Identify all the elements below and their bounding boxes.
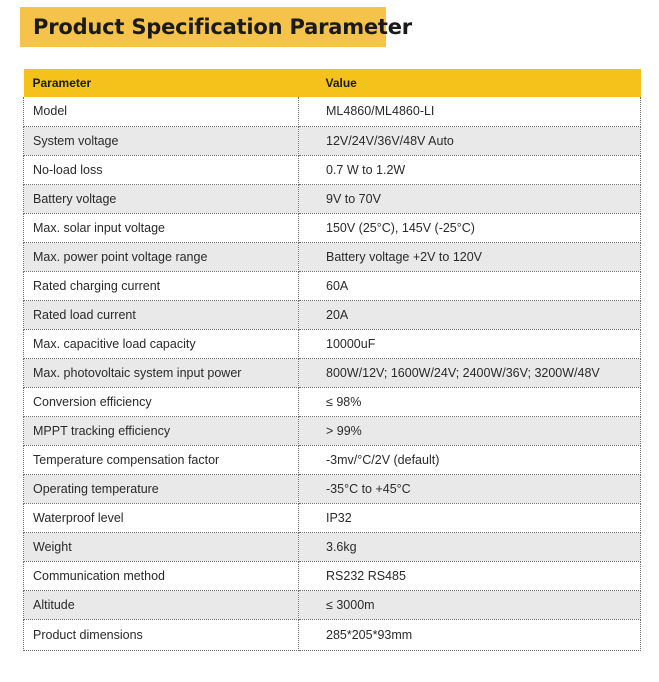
value-cell: > 99% — [298, 416, 641, 446]
parameter-cell: Product dimensions — [23, 619, 299, 651]
table-row: Battery voltage 9V to 70V — [23, 184, 641, 214]
table-row: Model ML4860/ML4860-LI — [23, 97, 641, 127]
value-cell: -35°C to +45°C — [298, 474, 641, 504]
parameter-cell: Operating temperature — [23, 474, 299, 504]
page-title: Product Specification Parameter — [33, 15, 412, 39]
table-row: Altitude ≤ 3000m — [23, 590, 641, 620]
table-row: Max. solar input voltage 150V (25°C), 145… — [23, 213, 641, 243]
table-row: Max. photovoltaic system input power 800W… — [23, 358, 641, 388]
parameter-cell: Battery voltage — [23, 184, 299, 214]
parameter-cell: Altitude — [23, 590, 299, 620]
parameter-cell: Temperature compensation factor — [23, 445, 299, 475]
value-cell: 3.6kg — [298, 532, 641, 562]
table-row: Weight 3.6kg — [23, 532, 641, 562]
table-row: Temperature compensation factor -3mv/°C/2… — [23, 445, 641, 475]
value-cell: 20A — [298, 300, 641, 330]
table-row: MPPT tracking efficiency > 99% — [23, 416, 641, 446]
value-cell: 10000uF — [298, 329, 641, 359]
parameter-cell: Max. photovoltaic system input power — [23, 358, 299, 388]
value-cell: 285*205*93mm — [298, 619, 641, 651]
table-row: System voltage 12V/24V/36V/48V Auto — [23, 126, 641, 156]
parameter-cell: Rated charging current — [23, 271, 299, 301]
value-cell: 60A — [298, 271, 641, 301]
value-cell: RS232 RS485 — [298, 561, 641, 591]
value-cell: 0.7 W to 1.2W — [298, 155, 641, 185]
value-cell: IP32 — [298, 503, 641, 533]
value-cell: 9V to 70V — [298, 184, 641, 214]
table-row: Rated charging current 60A — [23, 271, 641, 301]
header-value: Value — [298, 69, 641, 97]
title-banner: Product Specification Parameter — [20, 7, 412, 47]
parameter-cell: Max. capacitive load capacity — [23, 329, 299, 359]
spec-table: Parameter Value Model ML4860/ML4860-LI Sys… — [23, 69, 641, 651]
table-row: Max. power point voltage range Battery vo… — [23, 242, 641, 272]
parameter-cell: Conversion efficiency — [23, 387, 299, 417]
header-parameter: Parameter — [23, 69, 299, 97]
parameter-cell: System voltage — [23, 126, 299, 156]
spec-table-body: Model ML4860/ML4860-LI System voltage 12V/2… — [23, 97, 641, 651]
table-row: No-load loss 0.7 W to 1.2W — [23, 155, 641, 185]
value-cell: 12V/24V/36V/48V Auto — [298, 126, 641, 156]
parameter-cell: Waterproof level — [23, 503, 299, 533]
parameter-cell: Max. power point voltage range — [23, 242, 299, 272]
table-row: Product dimensions 285*205*93mm — [23, 619, 641, 651]
table-row: Operating temperature -35°C to +45°C — [23, 474, 641, 504]
parameter-cell: Rated load current — [23, 300, 299, 330]
table-row: Max. capacitive load capacity 10000uF — [23, 329, 641, 359]
parameter-cell: MPPT tracking efficiency — [23, 416, 299, 446]
value-cell: 150V (25°C), 145V (-25°C) — [298, 213, 641, 243]
value-cell: ≤ 3000m — [298, 590, 641, 620]
parameter-cell: No-load loss — [23, 155, 299, 185]
value-cell: 800W/12V; 1600W/24V; 2400W/36V; 3200W/48… — [298, 358, 641, 388]
table-header-row: Parameter Value — [23, 69, 641, 97]
value-cell: ML4860/ML4860-LI — [298, 97, 641, 127]
parameter-cell: Weight — [23, 532, 299, 562]
value-cell: ≤ 98% — [298, 387, 641, 417]
table-row: Communication method RS232 RS485 — [23, 561, 641, 591]
table-row: Waterproof level IP32 — [23, 503, 641, 533]
parameter-cell: Communication method — [23, 561, 299, 591]
parameter-cell: Max. solar input voltage — [23, 213, 299, 243]
table-row: Conversion efficiency ≤ 98% — [23, 387, 641, 417]
table-row: Rated load current 20A — [23, 300, 641, 330]
value-cell: Battery voltage +2V to 120V — [298, 242, 641, 272]
value-cell: -3mv/°C/2V (default) — [298, 445, 641, 475]
parameter-cell: Model — [23, 97, 299, 127]
